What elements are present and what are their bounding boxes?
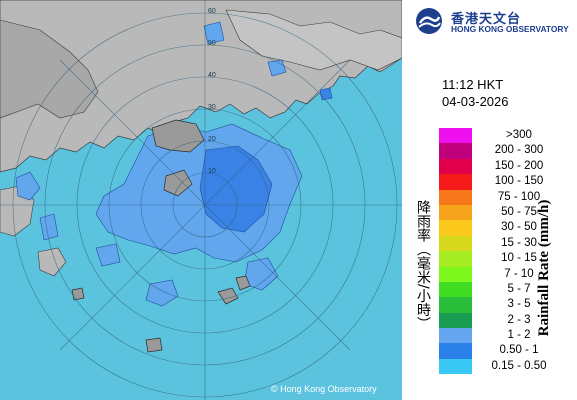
legend-swatch <box>439 204 472 221</box>
legend-title-zh: 降雨率（毫米/小時） <box>415 200 431 331</box>
legend-row: 0.50 - 1 <box>439 343 569 359</box>
legend-label: 5 - 7 <box>507 282 531 295</box>
legend-label: 200 - 300 <box>494 144 544 157</box>
legend-label: 75 - 100 <box>497 190 541 203</box>
range-ring-labels: 10 20 30 40 50 60 <box>208 8 216 175</box>
legend-swatch <box>439 297 472 313</box>
ring-label: 60 <box>208 8 216 15</box>
legend-panel: 香港天文台 HONG KONG OBSERVATORY 11:12 HKT 04… <box>402 0 577 400</box>
legend-label: 7 - 10 <box>504 267 534 280</box>
legend-row: 150 - 200 <box>439 158 569 175</box>
ring-label: 40 <box>208 72 216 79</box>
legend-row: 2 - 3 <box>439 312 569 329</box>
ring-label: 20 <box>208 136 216 143</box>
legend-swatch <box>439 189 472 205</box>
legend-swatch <box>439 220 472 236</box>
ring-label: 50 <box>208 40 216 47</box>
legend-swatch <box>439 251 472 267</box>
legend-label: 150 - 200 <box>494 159 544 172</box>
legend-row: 0.15 - 0.50 <box>439 358 569 375</box>
legend-label: 15 - 30 <box>501 236 537 249</box>
western-island <box>37 247 67 277</box>
legend-swatch <box>439 158 472 175</box>
northwest-land <box>0 19 99 119</box>
org-name-en: HONG KONG OBSERVATORY <box>451 24 569 34</box>
radar-map-graphic: 10 20 30 40 50 60 <box>0 0 402 400</box>
ring-label: 30 <box>208 104 216 111</box>
legend-row: 30 - 50 <box>439 220 569 236</box>
hong-kong-islands <box>71 119 251 353</box>
legend-row: 75 - 100 <box>439 189 569 205</box>
rain-echoes <box>15 21 333 307</box>
legend-row: 1 - 2 <box>439 328 569 344</box>
rainfall-legend: >300 200 - 300 150 - 200 100 - 150 75 - … <box>439 128 569 375</box>
ring-label: 10 <box>208 168 216 175</box>
legend-swatch <box>439 343 472 359</box>
legend-swatch <box>439 266 472 282</box>
legend-label: 1 - 2 <box>507 329 531 342</box>
legend-label: 0.50 - 1 <box>499 344 539 357</box>
legend-row: 10 - 15 <box>439 251 569 267</box>
legend-swatch <box>439 128 472 144</box>
legend-label: 30 - 50 <box>501 221 537 234</box>
legend-row: 7 - 10 <box>439 266 569 282</box>
legend-row: 100 - 150 <box>439 174 569 190</box>
legend-swatch <box>439 174 472 190</box>
legend-row: 3 - 5 <box>439 297 569 313</box>
legend-label: >300 <box>506 129 532 141</box>
legend-swatch <box>439 358 472 375</box>
legend-label: 10 - 15 <box>501 252 537 265</box>
legend-swatch <box>439 312 472 329</box>
legend-label: 50 - 75 <box>501 205 537 218</box>
observation-time: 11:12 HKT <box>442 77 504 92</box>
legend-row: 15 - 30 <box>439 235 569 252</box>
legend-swatch <box>439 143 472 159</box>
range-rings <box>0 0 402 400</box>
legend-label: 3 - 5 <box>507 298 531 311</box>
legend-swatch <box>439 235 472 252</box>
hko-logo-icon <box>416 8 442 34</box>
legend-row: 200 - 300 <box>439 143 569 159</box>
legend-title-en: Rainfall Rate (mm/h) <box>536 199 552 337</box>
observation-date: 04-03-2026 <box>442 94 509 109</box>
org-name-zh: 香港天文台 <box>451 12 522 27</box>
legend-label: 100 - 150 <box>494 175 544 188</box>
legend-label: 0.15 - 0.50 <box>491 359 547 372</box>
legend-swatch <box>439 328 472 344</box>
legend-row: 50 - 75 <box>439 204 569 221</box>
northeast-land <box>225 9 402 71</box>
copyright-text: © Hong Kong Observatory <box>271 384 377 394</box>
radar-map: 10 20 30 40 50 60 © Hong Kong Observator… <box>0 0 402 400</box>
legend-label: 2 - 3 <box>507 313 531 326</box>
legend-row: 5 - 7 <box>439 281 569 298</box>
legend-swatch <box>439 281 472 298</box>
legend-row: >300 <box>439 128 569 144</box>
